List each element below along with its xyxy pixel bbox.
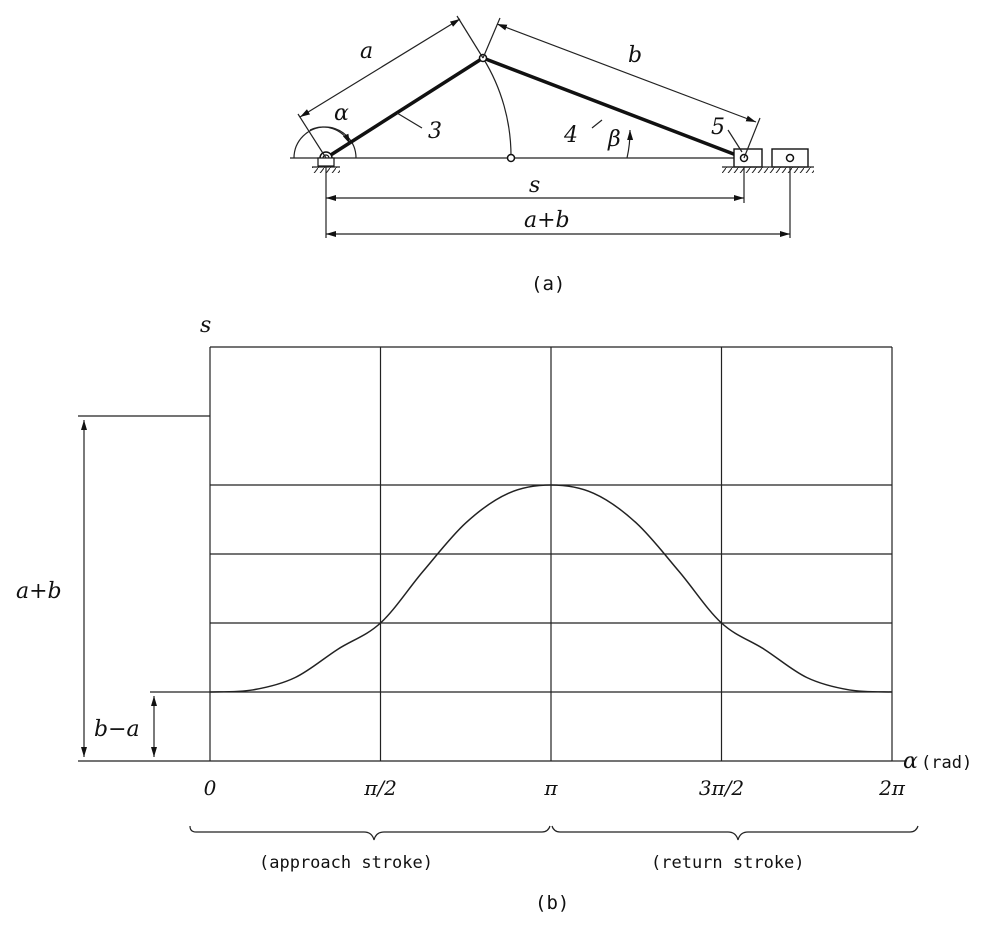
- approach-brace: [189, 825, 551, 841]
- label-s: s: [529, 173, 540, 198]
- approach-stroke-label: (approach stroke): [259, 853, 433, 873]
- caption-a: (a): [531, 273, 565, 295]
- y-axis-label: s: [200, 313, 211, 338]
- alpha-arc: [309, 126, 351, 145]
- x-tick-labels: 0 π/2 π 3π/2 2π: [204, 776, 906, 800]
- caption-b: (b): [535, 892, 569, 914]
- label-link-5: 5: [711, 115, 725, 140]
- x-tick-label-1: π/2: [363, 776, 397, 800]
- label-link-4: 4: [563, 123, 578, 148]
- label-link-3: 3: [428, 119, 442, 144]
- beta-arc: [626, 129, 634, 159]
- chart-grid: [209, 346, 905, 762]
- label-offset: b−a: [94, 717, 140, 742]
- label-height: a+b: [16, 579, 62, 604]
- displacement-chart: 0 π/2 π 3π/2 2π s α (rad) a+b b−a (approach …: [16, 313, 972, 914]
- dim-b: [496, 23, 757, 123]
- mid-point: [506, 153, 516, 163]
- dim-a: [299, 18, 461, 118]
- x-axis-unit: (rad): [921, 753, 972, 773]
- x-tick-label-2: π: [543, 776, 558, 800]
- series-line-s: [209, 484, 893, 693]
- return-stroke-label: (return stroke): [651, 853, 805, 873]
- label-a: a: [360, 39, 373, 64]
- label-beta: β: [607, 127, 621, 152]
- x-tick-label-3: 3π/2: [699, 776, 744, 800]
- label-a-plus-b: a+b: [524, 208, 570, 233]
- x-axis-label: α: [903, 749, 918, 774]
- link-a-arc: [482, 57, 512, 159]
- mechanism-diagram: a b α β 3 4 5 s a+b (a): [290, 15, 814, 295]
- x-tick-label-4: 2π: [878, 776, 906, 800]
- return-brace: [551, 825, 919, 841]
- label-b: b: [628, 43, 642, 68]
- label-alpha: α: [334, 101, 349, 126]
- x-tick-label-0: 0: [204, 776, 217, 800]
